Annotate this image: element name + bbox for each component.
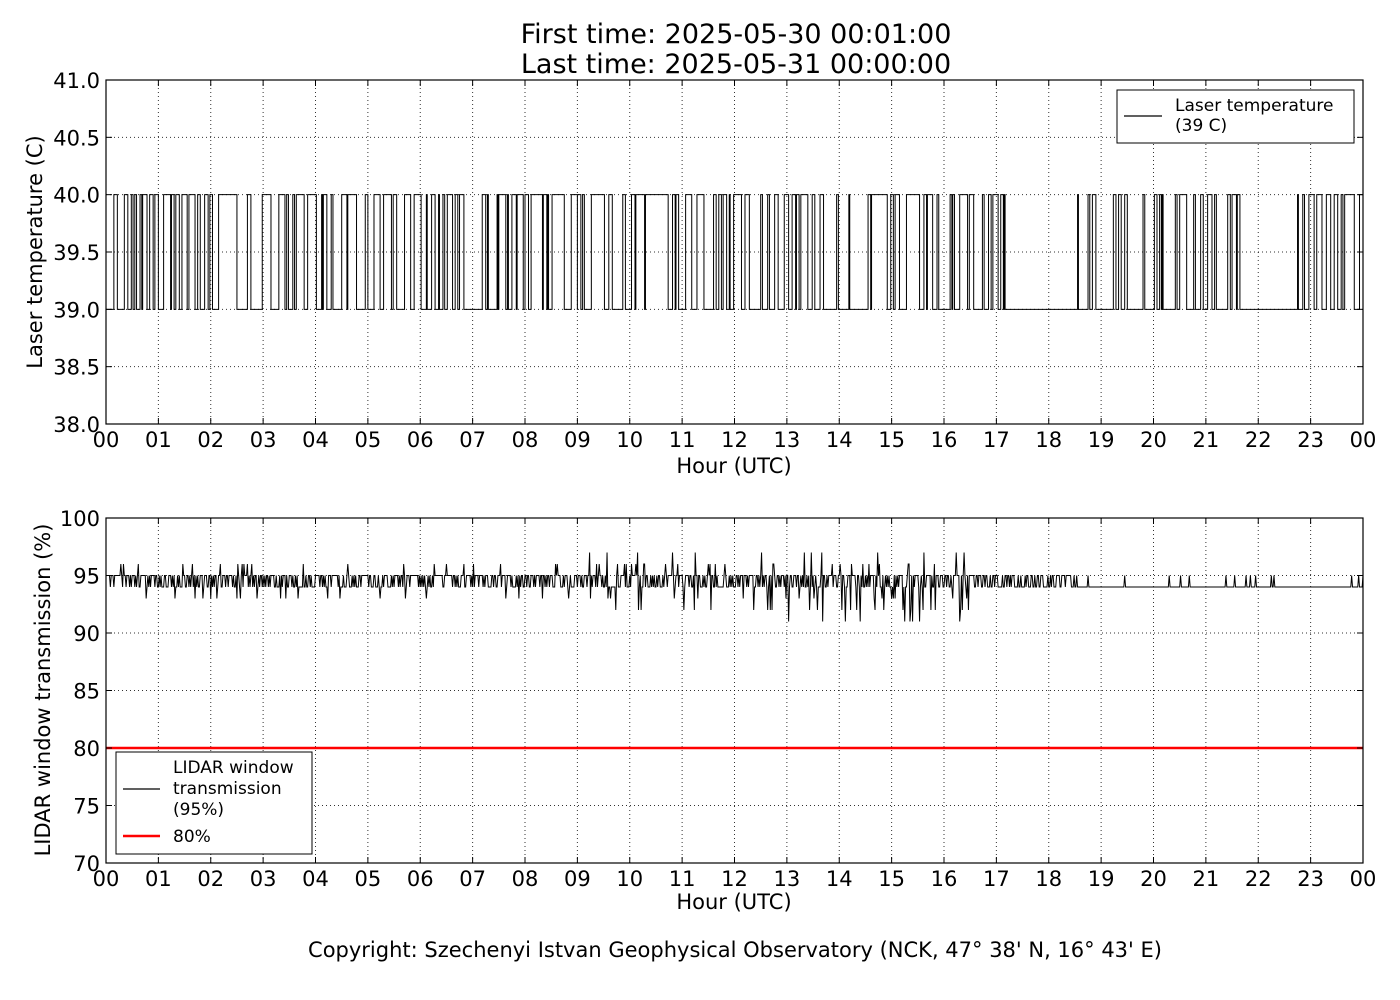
laser-temperature-x-tick-label: 07 [459,428,486,452]
lidar-transmission-x-tick-label: 17 [983,867,1010,891]
laser-temperature-legend: Laser temperature (39 C) [1116,89,1355,144]
lidar-transmission-x-tick-label: 15 [878,867,905,891]
lidar-transmission-x-axis-label: Hour (UTC) [676,890,791,914]
laser-temperature-x-tick-label: 19 [1088,428,1115,452]
lidar-transmission-y-tick-label: 75 [73,795,100,819]
laser-temperature-y-tick-label: 41.0 [53,69,100,93]
laser-temperature-x-tick-label: 23 [1297,428,1324,452]
laser-temperature-y-axis-label: Laser temperature (C) [23,135,47,368]
laser-temperature-y-ticks: 38.0 38.5 39.0 39.5 40.0 40.5 41.0 [53,69,1363,437]
chart-title-line-2: Last time: 2025-05-31 00:00:00 [521,49,951,80]
laser-temperature-x-tick-label: 03 [250,428,277,452]
lidar-transmission-x-tick-label: 11 [669,867,696,891]
lidar-transmission-x-tick-label: 01 [145,867,172,891]
lidar-transmission-y-tick-label: 85 [73,680,100,704]
laser-temperature-x-tick-label: 13 [774,428,801,452]
legend-label-lidar-line-3: (95%) [173,800,224,820]
laser-temperature-x-tick-label: 15 [878,428,905,452]
legend-label-laser-temperature-line-1: Laser temperature [1175,96,1333,116]
lidar-transmission-x-tick-label: 23 [1297,867,1324,891]
lidar-transmission-panel: 00 01 02 03 04 05 06 07 08 09 10 11 12 13 14 15 16 17 18 19… [31,507,1376,914]
lidar-transmission-x-tick-label: 05 [355,867,382,891]
laser-temperature-y-tick-label: 38.0 [53,413,100,437]
lidar-transmission-x-tick-label: 20 [1140,867,1167,891]
lidar-transmission-x-tick-label: 09 [564,867,591,891]
laser-temperature-x-tick-label: 20 [1140,428,1167,452]
lidar-transmission-x-tick-label: 06 [407,867,434,891]
lidar-transmission-y-tick-label: 70 [73,852,100,876]
laser-temperature-x-tick-label: 21 [1193,428,1220,452]
legend-label-lidar-line-1: LIDAR window [173,758,294,778]
laser-temperature-x-tick-label: 16 [931,428,958,452]
laser-temperature-x-tick-label: 04 [302,428,329,452]
lidar-transmission-y-axis-label: LIDAR window transmission (%) [31,524,55,857]
laser-temperature-x-tick-label: 22 [1245,428,1272,452]
laser-temperature-x-tick-label: 00 [1350,428,1377,452]
laser-temperature-x-tick-label: 06 [407,428,434,452]
lidar-transmission-x-tick-label: 14 [826,867,853,891]
laser-temperature-x-tick-label: 09 [564,428,591,452]
laser-temperature-y-tick-label: 40.5 [53,126,100,150]
lidar-transmission-y-tick-label: 80 [73,737,100,761]
lidar-transmission-x-tick-label: 00 [93,867,120,891]
laser-temperature-x-tick-label: 08 [512,428,539,452]
laser-temperature-x-tick-label: 02 [197,428,224,452]
laser-temperature-x-tick-label: 10 [616,428,643,452]
lidar-transmission-x-tick-label: 22 [1245,867,1272,891]
lidar-transmission-y-tick-label: 100 [60,507,100,531]
lidar-transmission-x-tick-label: 07 [459,867,486,891]
lidar-transmission-legend: LIDAR window transmission (95%) 80% [115,751,313,855]
lidar-transmission-grid [106,518,1363,863]
lidar-transmission-x-tick-label: 10 [616,867,643,891]
laser-temperature-y-tick-label: 40.0 [53,184,100,208]
lidar-transmission-y-tick-label: 90 [73,622,100,646]
legend-label-lidar-line-2: transmission [173,779,282,799]
lidar-transmission-x-tick-label: 08 [512,867,539,891]
laser-temperature-x-tick-label: 18 [1035,428,1062,452]
lidar-transmission-x-tick-label: 19 [1088,867,1115,891]
lidar-transmission-x-tick-label: 21 [1193,867,1220,891]
lidar-transmission-y-ticks: 70 75 80 85 90 95 100 [60,507,1363,876]
lidar-transmission-y-tick-label: 95 [73,565,100,589]
laser-temperature-y-tick-label: 39.5 [53,241,100,265]
lidar-transmission-x-tick-label: 12 [721,867,748,891]
lidar-transmission-x-tick-label: 02 [197,867,224,891]
laser-temperature-line [106,194,1363,310]
lidar-transmission-series [106,552,1364,750]
laser-temperature-x-axis-label: Hour (UTC) [676,454,791,478]
laser-temperature-series [106,194,1363,310]
lidar-transmission-x-ticks: 00 01 02 03 04 05 06 07 08 09 10 11 12 13 14 15 16 17 18 19… [93,518,1377,891]
lidar-transmission-line [106,552,1364,622]
lidar-transmission-x-tick-label: 18 [1035,867,1062,891]
lidar-transmission-x-tick-label: 13 [774,867,801,891]
copyright-text: Copyright: Szechenyi Istvan Geophysical … [308,938,1162,962]
lidar-transmission-x-tick-label: 04 [302,867,329,891]
laser-temperature-y-tick-label: 39.0 [53,298,100,322]
laser-temperature-x-tick-label: 05 [355,428,382,452]
laser-temperature-x-tick-label: 14 [826,428,853,452]
laser-temperature-x-tick-label: 01 [145,428,172,452]
laser-temperature-x-tick-label: 12 [721,428,748,452]
laser-temperature-panel: 00 01 02 03 04 05 06 07 08 09 10 11 12 13 14 15 16 17 18 19… [23,69,1376,478]
lidar-transmission-x-tick-label: 03 [250,867,277,891]
laser-temperature-x-tick-label: 00 [93,428,120,452]
lidar-transmission-x-tick-label: 00 [1350,867,1377,891]
laser-temperature-x-ticks: 00 01 02 03 04 05 06 07 08 09 10 11 12 13 14 15 16 17 18 19… [93,80,1377,452]
legend-label-laser-temperature-line-2: (39 C) [1175,116,1227,136]
lidar-transmission-x-tick-label: 16 [931,867,958,891]
chart-title-line-1: First time: 2025-05-30 00:01:00 [521,19,952,50]
laser-temperature-x-tick-label: 17 [983,428,1010,452]
legend-label-threshold-80: 80% [173,827,211,847]
laser-temperature-x-tick-label: 11 [669,428,696,452]
laser-temperature-y-tick-label: 38.5 [53,356,100,380]
